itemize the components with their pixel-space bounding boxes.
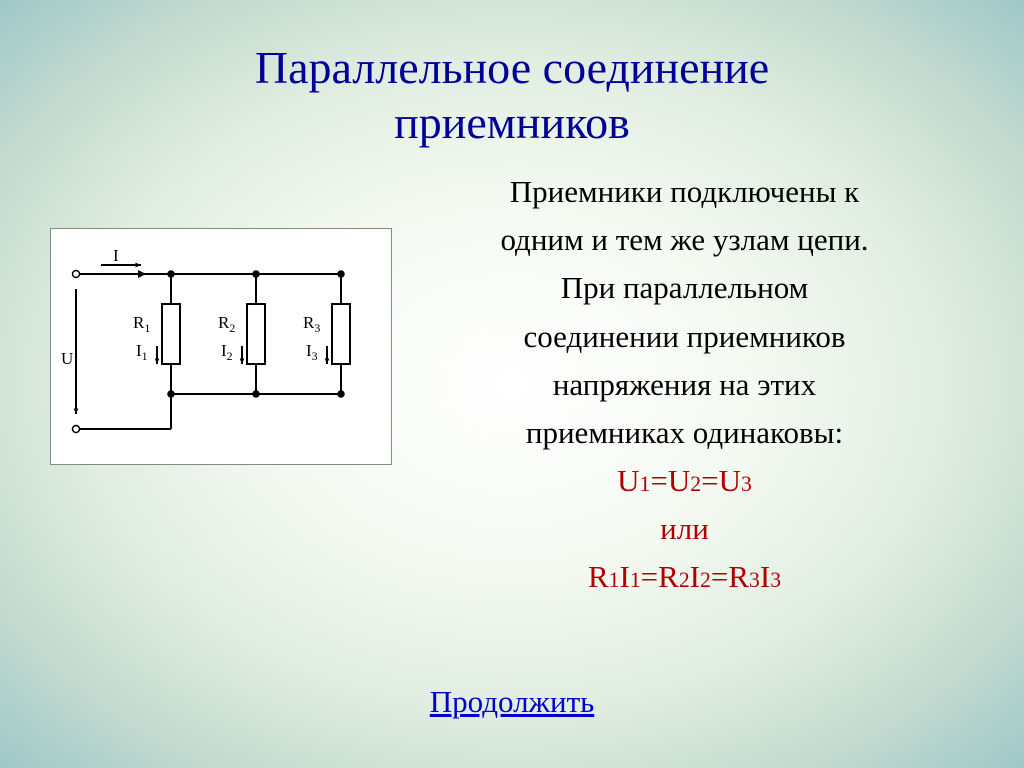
paragraph: Приемники подключены кодним и тем же узл… [400, 168, 969, 456]
paragraph-line: напряжения на этих [400, 361, 969, 409]
text-area: Приемники подключены кодним и тем же узл… [400, 168, 969, 600]
slide-body: I U R1 I1 R2 I2 R3 I3 Приемники подключены кодн… [0, 150, 1024, 600]
equation-voltage: U1=U2=U3 [400, 457, 969, 505]
slide: Параллельное соединение приемников IUR1I… [0, 0, 1024, 768]
paragraph-line: одним и тем же узлам цепи. [400, 216, 969, 264]
paragraph-line: При параллельном [400, 264, 969, 312]
paragraph-line: соединении приемников [400, 313, 969, 361]
svg-text:R2: R2 [218, 313, 235, 335]
svg-text:I3: I3 [306, 341, 318, 363]
paragraph-line: приемниках одинаковы: [400, 409, 969, 457]
continue-link[interactable]: Продолжить [0, 684, 1024, 720]
svg-text:I2: I2 [221, 341, 233, 363]
paragraph-line: Приемники подключены к [400, 168, 969, 216]
svg-text:R3: R3 [303, 313, 320, 335]
equation-ri: R1I1=R2I2=R3I3 [400, 553, 969, 601]
svg-text:I1: I1 [136, 341, 148, 363]
diagram-area: I U R1 I1 R2 I2 R3 I3 [50, 168, 400, 600]
title-line-2: приемников [394, 97, 630, 148]
svg-text:R1: R1 [133, 313, 150, 335]
slide-title: Параллельное соединение приемников [0, 0, 1024, 150]
svg-text:U: U [61, 349, 73, 368]
svg-text:I: I [113, 246, 119, 265]
circuit-diagram: I U R1 I1 R2 I2 R3 I3 [50, 228, 392, 465]
or-text: или [400, 505, 969, 553]
title-line-1: Параллельное соединение [255, 42, 769, 93]
